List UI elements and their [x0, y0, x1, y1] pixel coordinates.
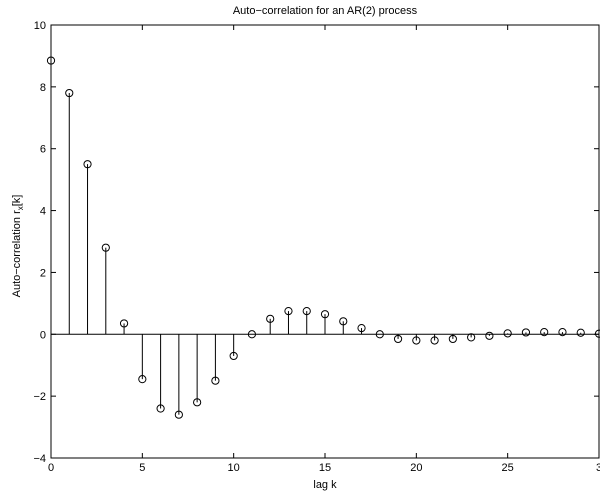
y-tick-label: 10: [34, 20, 46, 32]
stem-marker: [65, 88, 74, 98]
y-tick-label: 0: [40, 329, 46, 341]
stem-marker: [211, 376, 220, 385]
stem-marker: [357, 324, 366, 333]
stem-marker: [46, 56, 56, 65]
stem-marker: [302, 306, 311, 316]
stem-marker: [339, 317, 348, 326]
y-axis-label-main: Auto−correlation r: [11, 210, 23, 297]
y-tick-label: 2: [40, 267, 46, 279]
stem-marker: [229, 351, 238, 361]
stem-marker: [393, 334, 403, 344]
stem-marker: [430, 336, 439, 345]
stem-marker: [193, 398, 202, 407]
stem-marker: [485, 331, 494, 340]
chart-title: Auto−correlation for an AR(2) process: [233, 5, 418, 17]
stem-marker: [174, 410, 183, 419]
y-axis-label: Auto−correlation rx[k]: [11, 195, 25, 298]
stem-marker: [156, 404, 165, 413]
stem-marker: [138, 375, 147, 384]
x-axis-ticks: 0 5 10 15 20 25 3: [48, 25, 600, 474]
y-axis-label-subscript: x: [16, 206, 25, 210]
stem-marker: [101, 243, 110, 252]
y-tick-label: 8: [40, 82, 46, 94]
x-tick-label: 15: [319, 462, 331, 474]
x-tick-label: 0: [48, 462, 54, 474]
stem-marker: [594, 329, 600, 338]
stem-marker: [266, 314, 275, 323]
stem-marker: [320, 310, 330, 319]
y-axis-label-tail: [k]: [11, 195, 23, 207]
stem-marker: [576, 328, 585, 337]
x-tick-label: 20: [410, 462, 422, 474]
stem-marker: [558, 328, 567, 337]
y-tick-label: 4: [40, 206, 46, 218]
stem-marker: [467, 333, 476, 342]
stem-marker: [119, 319, 129, 328]
x-tick-label: 10: [228, 462, 240, 474]
x-tick-label: 25: [502, 462, 514, 474]
x-tick-label: 5: [139, 462, 145, 474]
stem-marker: [540, 328, 549, 337]
y-tick-label: 6: [40, 144, 46, 156]
y-axis-ticks: −4 −2 0 2 4 6 8 10: [33, 20, 599, 465]
stem-marker: [503, 329, 512, 338]
stem-marker: [247, 330, 257, 339]
stem-marker: [521, 328, 531, 337]
stem-marker: [448, 334, 457, 344]
stem-marker: [83, 160, 92, 169]
y-tick-label: −2: [33, 391, 46, 403]
stem-marker: [412, 336, 421, 345]
stem-marker: [375, 330, 384, 339]
x-tick-label: 3: [596, 462, 600, 474]
x-axis-label: lag k: [313, 479, 337, 491]
y-tick-label: −4: [33, 453, 46, 465]
stem-marker: [284, 306, 293, 316]
